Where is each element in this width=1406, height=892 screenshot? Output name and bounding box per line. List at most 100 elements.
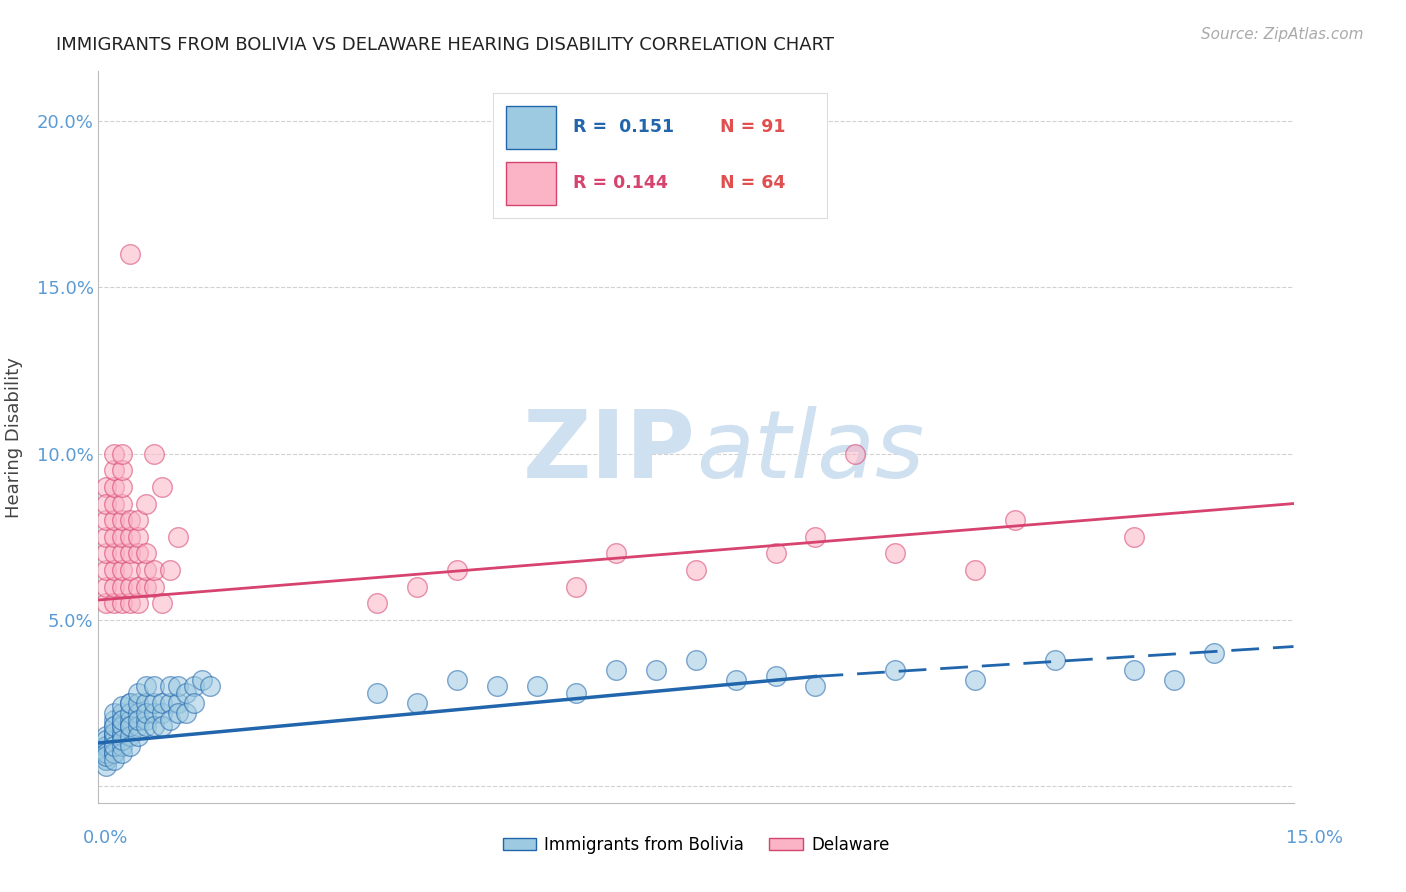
Point: [135, 580, 157, 594]
Point: [120, 247, 142, 261]
Point: [103, 546, 125, 560]
Text: 15.0%: 15.0%: [1286, 830, 1343, 847]
Point: [111, 726, 134, 740]
Point: [127, 729, 149, 743]
Point: [120, 563, 142, 577]
Point: [127, 706, 149, 720]
Y-axis label: Hearing Disability: Hearing Disability: [4, 357, 22, 517]
Point: [120, 530, 142, 544]
Point: [103, 563, 125, 577]
Point: [103, 447, 125, 461]
Point: [198, 680, 221, 694]
Point: [111, 513, 134, 527]
Point: [565, 580, 588, 594]
Point: [135, 719, 157, 733]
Point: [120, 513, 142, 527]
Point: [446, 563, 468, 577]
Point: [135, 713, 157, 727]
Point: [685, 653, 707, 667]
Point: [111, 719, 134, 733]
Point: [96, 749, 118, 764]
Point: [120, 596, 142, 610]
Point: [103, 746, 125, 760]
Point: [565, 686, 588, 700]
Point: [111, 563, 134, 577]
Point: [135, 546, 157, 560]
Point: [366, 596, 388, 610]
Point: [103, 726, 125, 740]
Point: [167, 696, 190, 710]
Point: [103, 706, 125, 720]
Point: [120, 729, 142, 743]
Point: [150, 719, 173, 733]
Point: [96, 729, 118, 743]
Point: [103, 746, 125, 760]
Point: [96, 753, 118, 767]
Point: [111, 580, 134, 594]
Point: [174, 686, 197, 700]
Point: [143, 680, 166, 694]
Point: [96, 739, 118, 754]
Point: [96, 739, 118, 754]
Point: [804, 680, 827, 694]
Point: [804, 530, 827, 544]
Point: [191, 673, 214, 687]
Point: [127, 530, 149, 544]
Point: [103, 530, 125, 544]
Point: [963, 673, 986, 687]
Point: [884, 546, 907, 560]
Point: [605, 663, 627, 677]
Point: [127, 696, 149, 710]
Point: [111, 732, 134, 747]
Point: [150, 480, 173, 494]
Point: [111, 746, 134, 760]
Point: [96, 753, 118, 767]
Point: [150, 596, 173, 610]
Point: [96, 746, 118, 760]
Point: [120, 696, 142, 710]
Point: [111, 719, 134, 733]
Point: [1163, 673, 1185, 687]
Point: [135, 680, 157, 694]
Point: [159, 563, 181, 577]
Point: [103, 497, 125, 511]
Point: [1043, 653, 1066, 667]
Point: [150, 706, 173, 720]
Point: [526, 680, 548, 694]
Point: [120, 713, 142, 727]
Point: [111, 713, 134, 727]
Point: [111, 497, 134, 511]
Point: [120, 739, 142, 754]
Point: [96, 546, 118, 560]
Point: [135, 497, 157, 511]
Point: [111, 530, 134, 544]
Point: [127, 686, 149, 700]
Point: [143, 563, 166, 577]
Legend: Immigrants from Bolivia, Delaware: Immigrants from Bolivia, Delaware: [496, 829, 896, 860]
Point: [111, 546, 134, 560]
Point: [103, 463, 125, 477]
Point: [159, 696, 181, 710]
Point: [485, 680, 508, 694]
Point: [96, 759, 118, 773]
Point: [120, 546, 142, 560]
Point: [135, 563, 157, 577]
Point: [120, 580, 142, 594]
Point: [1004, 513, 1026, 527]
Point: [884, 663, 907, 677]
Point: [120, 719, 142, 733]
Point: [1123, 663, 1146, 677]
Point: [96, 513, 118, 527]
Point: [96, 596, 118, 610]
Point: [685, 563, 707, 577]
Point: [167, 706, 190, 720]
Point: [143, 719, 166, 733]
Point: [103, 480, 125, 494]
Point: [103, 729, 125, 743]
Point: [406, 580, 429, 594]
Point: [96, 530, 118, 544]
Text: IMMIGRANTS FROM BOLIVIA VS DELAWARE HEARING DISABILITY CORRELATION CHART: IMMIGRANTS FROM BOLIVIA VS DELAWARE HEAR…: [56, 36, 834, 54]
Text: Source: ZipAtlas.com: Source: ZipAtlas.com: [1201, 27, 1364, 42]
Point: [96, 497, 118, 511]
Point: [103, 726, 125, 740]
